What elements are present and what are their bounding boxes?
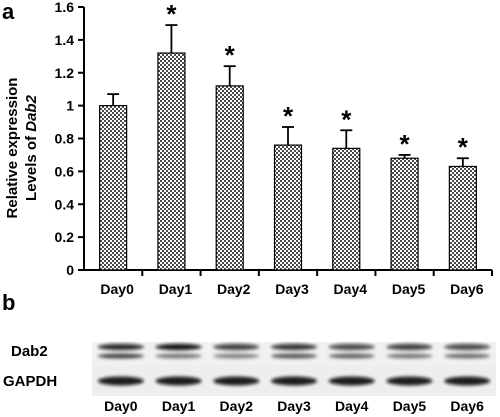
y-tick-label: 0.2	[55, 229, 75, 245]
panel-b-label: b	[2, 290, 15, 315]
bar-series	[99, 52, 477, 271]
y-tick-label: 0	[66, 262, 74, 278]
y-tick-label: 1.4	[55, 32, 75, 48]
x-tick-label-Day3: Day3	[275, 281, 309, 297]
significance-star-Day6: *	[458, 132, 469, 162]
blot-row-label-gapdh: GAPDH	[3, 373, 57, 390]
band-dab2-upper-Day3	[270, 343, 318, 351]
y-tick-label: 1.2	[55, 65, 75, 81]
y-tick-label: 1	[66, 98, 74, 114]
band-dab2-upper-Day4	[328, 343, 375, 351]
band-dab2-lower-Day1	[155, 353, 202, 359]
bar-Day6	[448, 165, 477, 271]
bar-Day1	[157, 52, 186, 271]
band-gapdh-Day4	[328, 376, 375, 386]
band-dab2-lower-Day4	[328, 353, 375, 359]
bar-Day0	[99, 105, 128, 271]
lane-label-Day2: Day2	[220, 398, 254, 414]
band-dab2-lower-Day2	[213, 353, 260, 359]
significance-star-Day3: *	[283, 101, 294, 131]
band-dab2-upper-Day1	[155, 343, 202, 351]
error-bars	[107, 24, 469, 167]
band-dab2-upper-Day5	[386, 343, 433, 351]
band-dab2-upper-Day0	[97, 343, 144, 351]
band-gapdh-Day5	[386, 376, 433, 386]
significance-star-Day2: *	[225, 40, 236, 70]
blot-lane-labels: Day0 Day1 Day2 Day3 Day4 Day5 Day6	[104, 398, 484, 414]
significance-star-Day1: *	[166, 0, 177, 29]
significance-star-Day5: *	[400, 129, 411, 159]
lane-label-Day1: Day1	[162, 398, 196, 414]
band-dab2-lower-Day3	[270, 353, 318, 359]
x-tick-label-Day6: Day6	[450, 281, 484, 297]
x-tick-labels: Day0 Day1 Day2 Day3 Day4 Day5 Day6	[100, 270, 493, 297]
bar-Day5	[390, 157, 419, 271]
significance-star-Day4: *	[341, 104, 352, 134]
band-dab2-upper-Day2	[213, 343, 260, 351]
lane-label-Day0: Day0	[104, 398, 138, 414]
lane-label-Day4: Day4	[335, 398, 369, 414]
x-tick-label-Day2: Day2	[217, 281, 251, 297]
western-blot: Dab2 GAPDH Day0 Day1 Day2 Day3 Day4 Day5 Day6	[3, 342, 496, 414]
lane-label-Day6: Day6	[450, 398, 484, 414]
band-gapdh-Day6	[444, 376, 491, 386]
y-axis-title-line1: Relative expression	[4, 78, 21, 219]
band-gapdh-Day0	[97, 376, 144, 386]
y-tick-label: 0.4	[55, 196, 75, 212]
bar-Day3	[273, 144, 303, 271]
bar-Day4	[332, 147, 361, 271]
y-axis-title-prefix: Levels of	[23, 132, 40, 201]
band-gapdh-Day1	[155, 376, 202, 386]
panel-a-label: a	[2, 0, 15, 24]
band-dab2-lower-Day5	[386, 353, 433, 359]
x-tick-label-Day0: Day0	[100, 281, 134, 297]
band-dab2-lower-Day6	[444, 353, 491, 359]
y-axis-title-line2: Levels of Dab2	[23, 94, 40, 201]
blot-row-label-dab2: Dab2	[11, 343, 48, 360]
significance-markers: * * * * * *	[166, 0, 468, 162]
x-tick-label-Day5: Day5	[392, 281, 426, 297]
bar-Day2	[215, 85, 244, 271]
x-tick-label-Day1: Day1	[159, 281, 193, 297]
blot-bands	[97, 343, 491, 386]
y-axis-title-gene: Dab2	[23, 94, 40, 131]
band-dab2-lower-Day0	[97, 353, 144, 359]
band-gapdh-Day3	[270, 376, 318, 386]
x-tick-label-Day4: Day4	[334, 281, 368, 297]
y-ticks: 0 0.2 0.4 0.6 0.8 1 1.2 1.4 1.6	[55, 0, 84, 278]
band-dab2-upper-Day6	[444, 343, 491, 351]
y-tick-label: 0.6	[55, 163, 75, 179]
lane-label-Day5: Day5	[393, 398, 427, 414]
lane-label-Day3: Day3	[277, 398, 311, 414]
y-tick-label: 1.6	[55, 0, 75, 15]
y-tick-label: 0.8	[55, 131, 75, 147]
band-gapdh-Day2	[213, 376, 260, 386]
